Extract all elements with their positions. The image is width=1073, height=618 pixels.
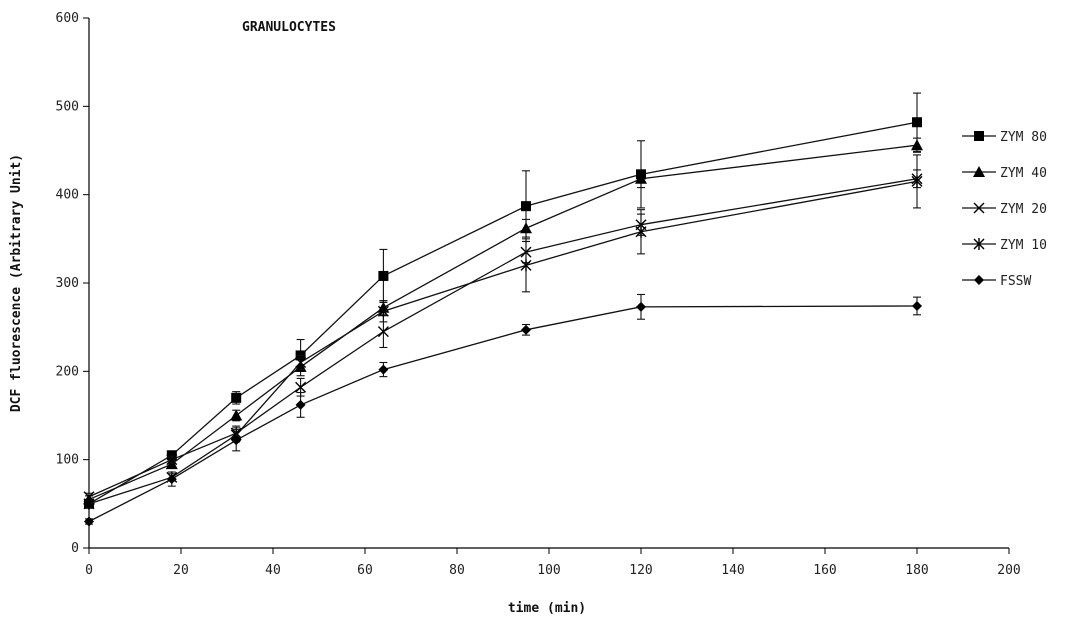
x-tick-label: 0 bbox=[85, 563, 93, 578]
y-axis-title: DCF fluorescence (Arbitrary Unit) bbox=[9, 154, 24, 412]
series-line-zym-80 bbox=[88, 121, 918, 505]
marker-x-stroke bbox=[377, 326, 389, 338]
marker-square bbox=[912, 117, 922, 128]
x-tick-label: 140 bbox=[721, 563, 744, 578]
marker-square bbox=[166, 450, 177, 461]
legend-label: ZYM 10 bbox=[1000, 238, 1047, 253]
y-tick-label: 300 bbox=[56, 276, 79, 291]
marker-triangle bbox=[230, 409, 243, 421]
marker-x bbox=[295, 381, 307, 393]
x-axis-title: time (min) bbox=[508, 601, 586, 616]
x-tick-label: 60 bbox=[357, 563, 373, 578]
series-line-fssw bbox=[88, 305, 918, 523]
marker-x bbox=[166, 454, 178, 466]
marker-diamond bbox=[84, 516, 94, 527]
y-tick-label: 400 bbox=[56, 188, 79, 203]
marker-diamond bbox=[521, 324, 531, 335]
chart-title: GRANULOCYTES bbox=[242, 20, 336, 35]
marker-x-stroke bbox=[973, 202, 985, 214]
legend-label: ZYM 20 bbox=[1000, 202, 1047, 217]
marker-triangle bbox=[973, 166, 985, 177]
x-tick-label: 120 bbox=[629, 563, 652, 578]
series-line-zym-40 bbox=[88, 144, 918, 501]
legend-item-zym-20: ZYM 20 bbox=[962, 202, 1047, 217]
marker-asterisk bbox=[911, 175, 923, 188]
x-tick-label: 200 bbox=[997, 563, 1020, 578]
x-tick-label: 100 bbox=[537, 563, 560, 578]
x-tick-label: 160 bbox=[813, 563, 836, 578]
marker-diamond bbox=[295, 399, 306, 410]
marker-square bbox=[974, 131, 984, 141]
legend-item-zym-10: ZYM 10 bbox=[962, 238, 1047, 253]
x-tick-label: 20 bbox=[173, 563, 189, 578]
y-tick-label: 600 bbox=[56, 11, 79, 26]
marker-asterisk bbox=[520, 259, 532, 272]
marker-diamond bbox=[166, 474, 177, 485]
marker-x bbox=[973, 202, 985, 214]
marker-diamond bbox=[912, 300, 922, 311]
series-line-zym-10 bbox=[88, 180, 918, 505]
y-tick-label: 100 bbox=[56, 453, 79, 468]
legend-label: ZYM 80 bbox=[1000, 130, 1047, 145]
marker-triangle bbox=[520, 222, 532, 234]
series-zym-80 bbox=[84, 92, 922, 509]
marker-x-stroke bbox=[166, 454, 178, 466]
marker-asterisk bbox=[83, 497, 95, 510]
x-tick-label: 40 bbox=[265, 563, 281, 578]
marker-square bbox=[521, 201, 531, 212]
y-tick-label: 500 bbox=[56, 99, 79, 114]
series-layer bbox=[83, 92, 923, 527]
x-tick-label: 180 bbox=[905, 563, 928, 578]
y-tick-label: 0 bbox=[71, 541, 79, 556]
marker-asterisk bbox=[635, 225, 647, 238]
marker-square bbox=[378, 270, 389, 281]
marker-x-stroke bbox=[295, 381, 307, 393]
legend-item-fssw: FSSW bbox=[962, 274, 1031, 289]
legend-item-zym-40: ZYM 40 bbox=[962, 166, 1047, 181]
x-tick-label: 80 bbox=[449, 563, 465, 578]
marker-diamond bbox=[231, 435, 242, 446]
marker-triangle bbox=[911, 139, 923, 151]
marker-asterisk bbox=[973, 238, 985, 250]
y-tick-label: 200 bbox=[56, 364, 79, 379]
marker-triangle bbox=[635, 172, 647, 184]
marker-square bbox=[231, 392, 242, 403]
axes: 0 100 200 300 400 500 600 0 20 40 60 80 100 120 140 160… bbox=[56, 11, 1021, 578]
marker-x bbox=[377, 326, 389, 338]
legend-item-zym-80: ZYM 80 bbox=[962, 130, 1047, 145]
series-zym-40 bbox=[83, 137, 923, 505]
legend-label: FSSW bbox=[1000, 274, 1031, 289]
marker-diamond bbox=[636, 301, 646, 312]
marker-diamond bbox=[378, 364, 389, 375]
marker-diamond bbox=[974, 275, 984, 285]
series-fssw bbox=[84, 293, 922, 527]
marker-asterisk bbox=[377, 305, 389, 318]
legend: ZYM 80 ZYM 40 ZYM 20 ZYM 10 FSSW bbox=[962, 130, 1047, 289]
marker-asterisk bbox=[295, 356, 307, 369]
legend-label: ZYM 40 bbox=[1000, 166, 1047, 181]
series-line-zym-20 bbox=[88, 178, 918, 498]
